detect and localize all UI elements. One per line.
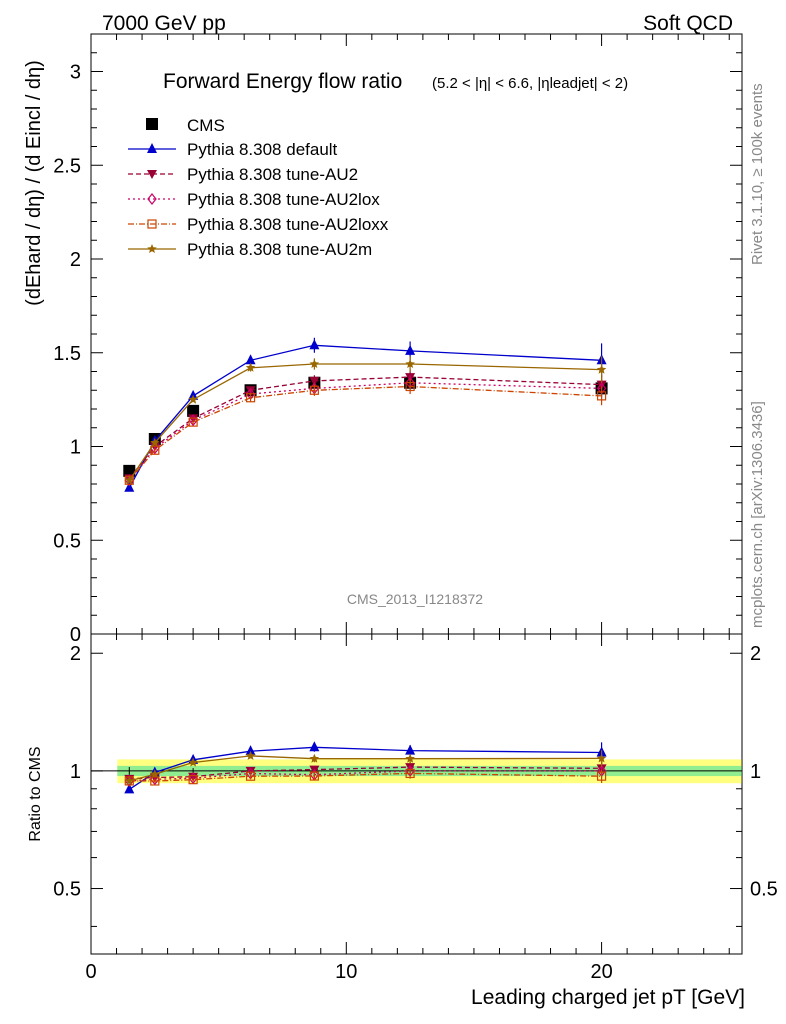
marker: [150, 769, 160, 779]
marker: [405, 344, 416, 355]
y-axis-label: (dEhard / dη) / (d Eincl / dη): [23, 60, 45, 306]
ratio-y-tick-label: 2: [70, 643, 81, 665]
marker: [146, 118, 158, 130]
marker: [245, 745, 256, 756]
ratio-y-axis-label: Ratio to CMS: [27, 746, 44, 841]
ratio-y-tick-label-right: 1: [750, 761, 761, 783]
ratio-y-tick-label: 0.5: [53, 879, 81, 901]
marker: [187, 404, 200, 417]
marker: [405, 359, 415, 368]
marker: [150, 437, 160, 447]
y-tick-label: 2: [70, 249, 81, 271]
marker: [405, 381, 415, 392]
series-line: [128, 385, 602, 481]
ratio-y-tick-label: 1: [70, 761, 81, 783]
y-tick-label: 1.5: [53, 343, 81, 365]
marker: [596, 391, 607, 401]
analysis-label: CMS_2013_I1218372: [347, 591, 483, 607]
marker: [405, 768, 415, 779]
marker: [309, 753, 320, 763]
legend-label-cms: CMS: [187, 116, 225, 135]
y-tick-label: 0: [70, 624, 81, 646]
marker: [309, 385, 319, 395]
marker: [147, 193, 157, 205]
marker: [147, 244, 157, 253]
marker: [309, 376, 320, 386]
legend-label: Pythia 8.308 default: [187, 140, 338, 159]
marker: [150, 445, 160, 455]
series-group: [123, 337, 608, 492]
marker: [596, 753, 607, 763]
marker: [245, 771, 256, 781]
marker: [245, 354, 256, 365]
x-tick-label: 20: [590, 961, 612, 983]
legend-label: Pythia 8.308 tune-AU2m: [187, 240, 372, 259]
marker: [188, 757, 198, 767]
ratio-plot: [91, 741, 742, 794]
y-tick-label: 3: [70, 62, 81, 84]
marker: [405, 753, 415, 763]
marker: [309, 771, 319, 781]
x-tick-label: 10: [335, 961, 357, 983]
marker: [124, 775, 134, 785]
marker: [150, 776, 160, 786]
marker: [245, 750, 256, 760]
marker: [596, 771, 607, 781]
marker: [245, 393, 256, 403]
marker: [309, 359, 320, 368]
rivet-label: Rivet 3.1.10, ≥ 100k events: [749, 83, 766, 265]
axis-ticks: 0 10 20 0 0.5 1 1.5 2 2.5 3 0.5 0.5 1 1 2 2: [53, 33, 778, 983]
y-tick-label: 1: [70, 437, 81, 459]
y-tick-label: 0.5: [53, 530, 81, 552]
marker: [147, 143, 157, 153]
series-line: [128, 382, 602, 481]
marker: [188, 775, 198, 785]
marker: [124, 783, 135, 794]
marker: [245, 362, 256, 372]
marker: [405, 744, 416, 755]
marker: [123, 464, 136, 477]
marker: [147, 219, 157, 229]
marker: [188, 394, 198, 404]
marker: [188, 417, 198, 427]
header-right: Soft QCD: [643, 12, 733, 35]
chart-subtitle: (5.2 < |η| < 6.6, |ηleadjet| < 2): [432, 75, 628, 92]
ratio-y-tick-label-right: 0.5: [750, 879, 778, 901]
legend-label: Pythia 8.308 tune-AU2: [187, 165, 358, 184]
ratio-panel-frame: [90, 633, 743, 955]
header-left: 7000 GeV pp: [102, 12, 226, 35]
legend-label: Pythia 8.308 tune-AU2loxx: [187, 215, 389, 234]
legend: CMS Pythia 8.308 default Pythia 8.308 tune…: [128, 116, 389, 259]
y-tick-label: 2.5: [53, 155, 81, 177]
x-tick-label: 0: [85, 961, 96, 983]
marker: [309, 339, 320, 350]
marker: [124, 475, 134, 485]
ratio-y-tick-label-right: 2: [750, 643, 761, 665]
x-axis-label: Leading charged jet pT [GeV]: [471, 986, 745, 1009]
legend-label: Pythia 8.308 tune-AU2lox: [187, 190, 380, 209]
marker: [309, 741, 320, 752]
marker: [124, 481, 135, 492]
mcplots-label: mcplots.cern.ch [arXiv:1306.3436]: [749, 401, 766, 628]
marker: [147, 170, 157, 179]
marker: [596, 364, 607, 374]
chart-title: Forward Energy flow ratio: [163, 70, 402, 93]
